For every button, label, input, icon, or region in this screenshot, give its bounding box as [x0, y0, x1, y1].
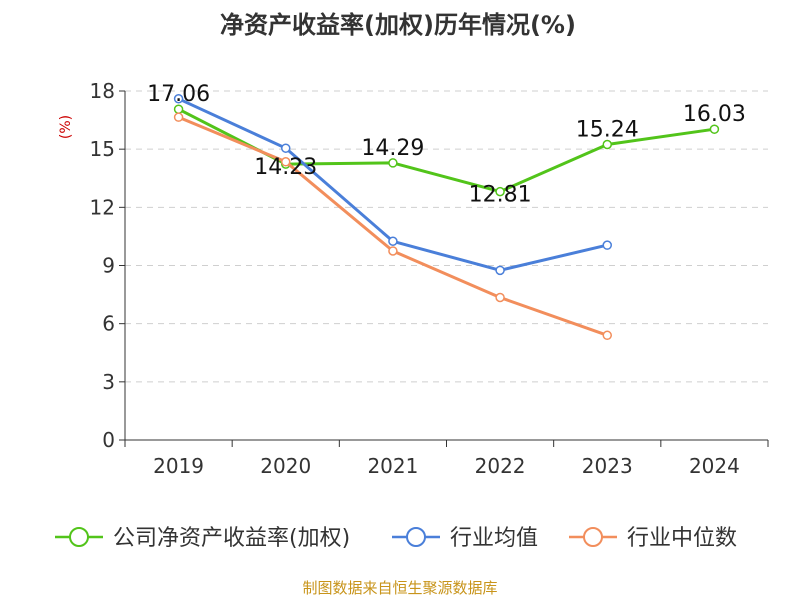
y-axis-label: (%) [58, 115, 74, 139]
data-label-2022: 12.81 [469, 183, 532, 208]
legend-marker-0 [69, 527, 89, 547]
gridlines [125, 90, 768, 383]
data-label-2023: 15.24 [576, 118, 639, 143]
series-2 [173, 112, 612, 341]
y-tick-label-6: 6 [102, 312, 115, 336]
series-2-point-2022 [495, 292, 505, 303]
legend-marker-2 [583, 527, 603, 547]
legend-item-1: 行业均值 [392, 526, 538, 551]
series-0-point-2021 [388, 158, 398, 168]
x-tick-label-2020: 2020 [260, 454, 311, 478]
legend-label-0: 公司净资产收益率(加权) [113, 526, 350, 551]
data-labels: 17.06 14.23 14.29 12.81 15.24 16.03 [147, 82, 746, 207]
axes: 0 3 6 9 12 15 18 2019 2020 2021 2022 2023 2024 [90, 79, 769, 478]
legend-item-2: 行业中位数 [569, 526, 737, 551]
x-tick-label-2022: 2022 [475, 454, 526, 478]
series-layer [173, 94, 720, 341]
y-tick-label-9: 9 [102, 254, 115, 278]
legend-item-0: 公司净资产收益率(加权) [55, 526, 350, 551]
x-tick-label-2021: 2021 [367, 454, 418, 478]
legend: 公司净资产收益率(加权) 行业均值 行业中位数 [55, 526, 737, 551]
series-1-point-2019 [173, 94, 184, 104]
x-tick-label-2023: 2023 [582, 454, 633, 478]
y-tick-label-0: 0 [102, 428, 115, 452]
series-0-point-2022 [495, 186, 505, 197]
legend-label-1: 行业均值 [450, 526, 538, 551]
legend-label-2: 行业中位数 [627, 526, 737, 551]
series-2-point-2021 [388, 246, 398, 256]
source-note: 制图数据来自恒生聚源数据库 [302, 579, 497, 597]
data-label-2020: 14.23 [254, 155, 317, 180]
data-label-2024: 16.03 [683, 102, 746, 127]
series-1-point-2023 [602, 240, 612, 250]
y-tick-label-12: 12 [90, 195, 115, 219]
y-tick-label-18: 18 [90, 79, 115, 103]
y-tick-label-3: 3 [102, 370, 115, 394]
x-tick-label-2019: 2019 [153, 454, 204, 478]
series-2-point-2023 [602, 330, 612, 341]
series-2-point-2020 [281, 157, 291, 167]
series-0-point-2023 [602, 139, 612, 150]
y-tick-label-15: 15 [90, 137, 115, 161]
data-label-2019: 17.06 [147, 82, 210, 107]
series-0-point-2024 [709, 124, 720, 134]
series-1-point-2020 [281, 143, 291, 153]
chart-title: 净资产收益率(加权)历年情况(%) [220, 11, 576, 39]
series-1-point-2021 [388, 236, 398, 247]
x-tick-label-2024: 2024 [689, 454, 740, 478]
series-1 [173, 94, 612, 276]
series-1-point-2022 [495, 265, 505, 276]
data-label-2021: 14.29 [361, 136, 424, 161]
series-2-point-2019 [173, 112, 184, 122]
legend-marker-1 [406, 527, 426, 547]
